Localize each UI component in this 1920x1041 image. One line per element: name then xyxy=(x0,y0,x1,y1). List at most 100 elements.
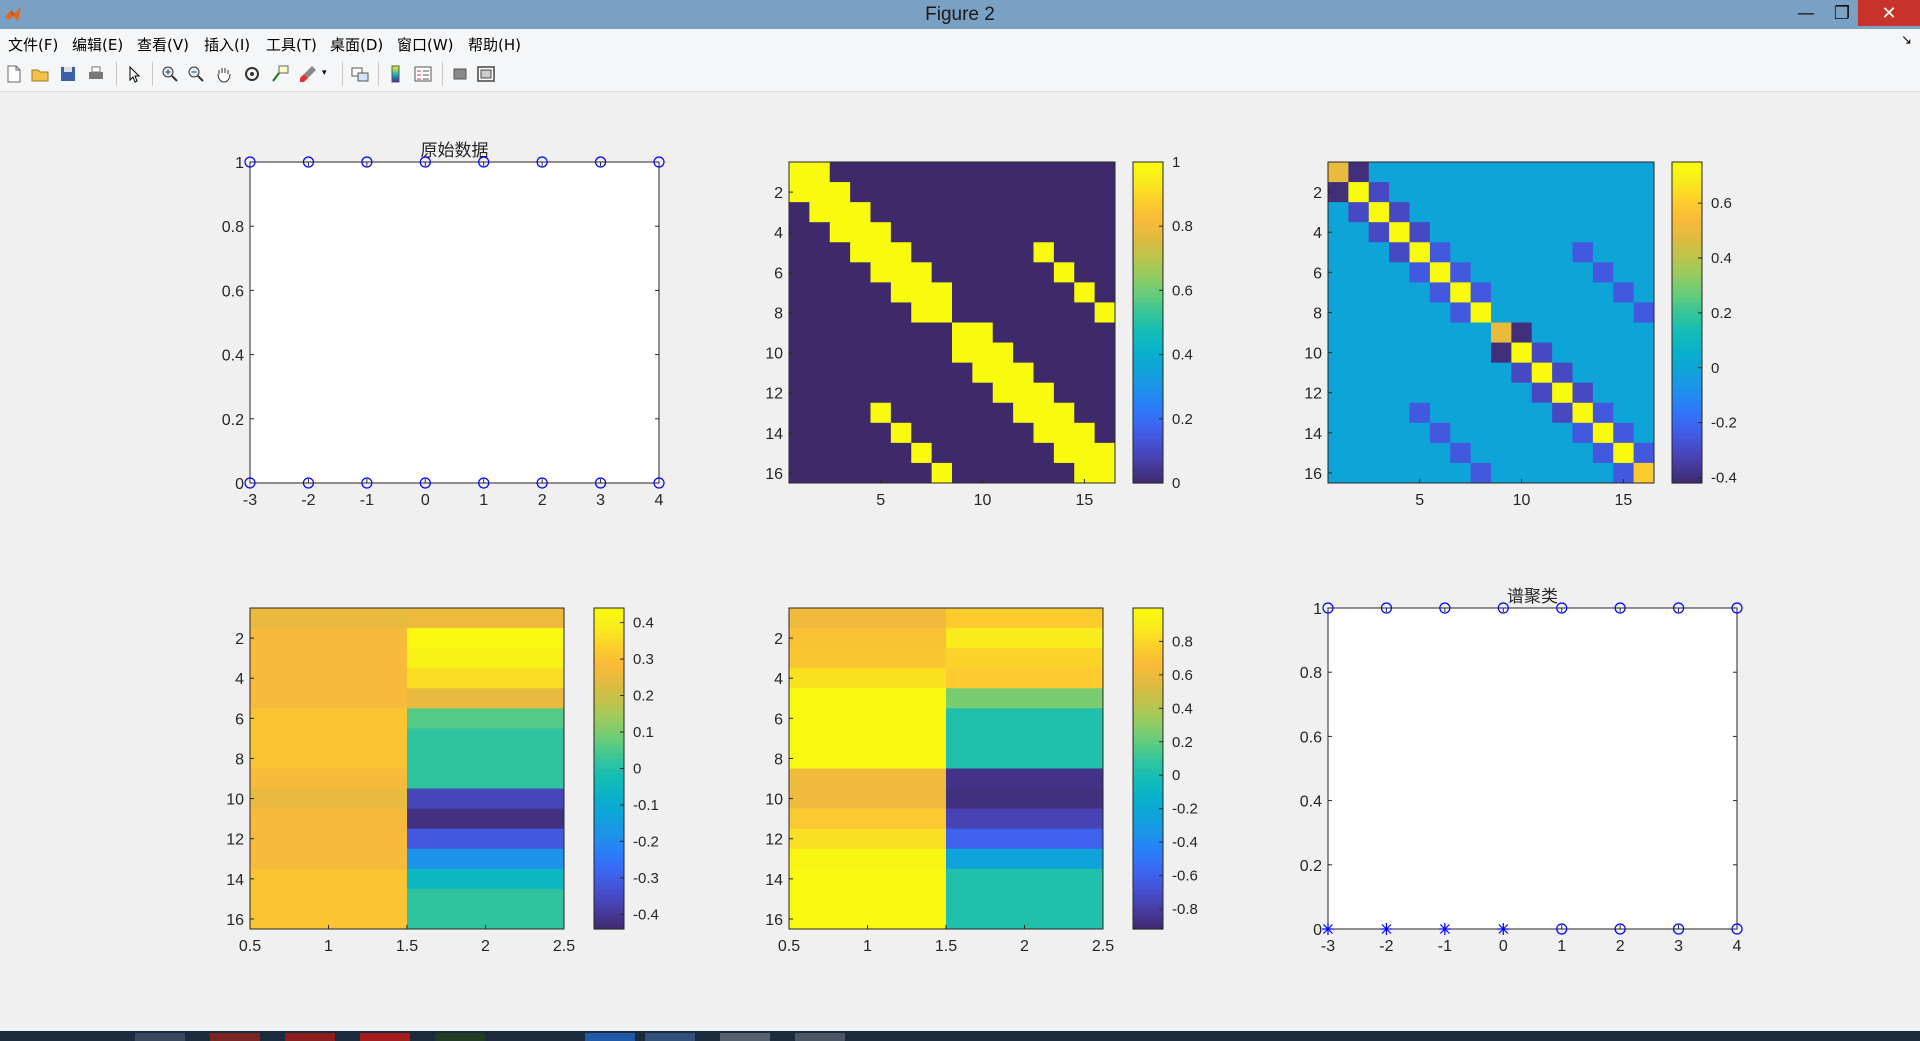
colorbar-segment xyxy=(1133,347,1163,354)
data-point-circle xyxy=(536,477,548,489)
colorbar-segment xyxy=(594,703,624,709)
data-point-star xyxy=(1497,923,1510,935)
legend-icon[interactable] xyxy=(413,64,433,84)
heatmap-cell xyxy=(1613,422,1635,444)
taskbar-item[interactable] xyxy=(360,1033,410,1041)
tick-label: 2 xyxy=(774,185,783,202)
taskbar-item[interactable] xyxy=(135,1033,185,1041)
colorbar-segment xyxy=(1133,743,1163,750)
heatmap-cell xyxy=(789,688,947,709)
heatmap-cell xyxy=(789,162,810,183)
tick-label: 4 xyxy=(235,671,244,688)
heatmap-cell xyxy=(850,242,871,263)
heatmap-cell xyxy=(250,848,408,870)
tick-label: -1 xyxy=(1438,938,1452,955)
colorbar-segment xyxy=(594,823,624,830)
heatmap-cell xyxy=(1572,342,1594,364)
data-point-star xyxy=(1380,923,1393,935)
colorbar-icon[interactable] xyxy=(386,64,406,84)
heatmap-cell xyxy=(829,262,851,283)
colorbar-segment xyxy=(594,648,624,654)
data-point-circle xyxy=(1672,923,1685,935)
data-point-circle xyxy=(653,156,665,168)
heatmap-cell xyxy=(1450,182,1472,203)
heatmap-cell xyxy=(946,608,1104,629)
brush-icon[interactable] xyxy=(298,64,318,84)
show-plot-tools-icon[interactable] xyxy=(476,64,496,84)
colorbar-segment xyxy=(1133,437,1163,444)
heatmap-cell xyxy=(1368,162,1390,183)
heatmap-cell xyxy=(1348,442,1370,464)
heatmap-cell xyxy=(1053,402,1075,424)
heatmap-cell xyxy=(1013,342,1034,364)
colorbar-segment xyxy=(1133,202,1163,208)
menu-desktop[interactable]: 桌面(D) xyxy=(330,36,384,54)
colorbar-segment xyxy=(1672,252,1702,258)
colorbar-segment xyxy=(1133,908,1163,915)
taskbar-item[interactable] xyxy=(795,1033,845,1041)
heatmap-cell xyxy=(789,302,810,323)
maximize-button[interactable]: ❐ xyxy=(1833,2,1851,24)
colorbar-tick-label: -0.4 xyxy=(633,906,659,923)
menu-tools[interactable]: 工具(T) xyxy=(266,36,317,54)
heatmap-cell xyxy=(890,382,912,404)
menu-edit[interactable]: 编辑(E) xyxy=(72,36,124,54)
heatmap-cell xyxy=(407,868,565,890)
taskbar-item[interactable] xyxy=(210,1033,260,1041)
colorbar-segment xyxy=(1133,703,1163,709)
hide-plot-tools-icon[interactable] xyxy=(450,64,470,84)
taskbar-item[interactable] xyxy=(585,1033,635,1041)
heatmap-cell xyxy=(1633,362,1655,384)
heatmap-cell xyxy=(1033,242,1055,263)
dock-arrow-icon[interactable]: ↘ xyxy=(1901,33,1912,48)
star-stroke xyxy=(1498,924,1509,934)
link-plot-icon[interactable] xyxy=(350,64,370,84)
rotate-3d-icon[interactable] xyxy=(242,64,262,84)
menu-insert[interactable]: 插入(I) xyxy=(204,36,251,54)
menu-help[interactable]: 帮助(H) xyxy=(468,36,521,54)
data-point-circle xyxy=(653,477,665,489)
heatmap-cell xyxy=(931,242,953,263)
heatmap-cell xyxy=(1613,302,1635,323)
heatmap-cell xyxy=(1013,162,1034,183)
zoom-out-icon[interactable] xyxy=(186,64,206,84)
heatmap-cell xyxy=(789,382,810,404)
colorbar-segment xyxy=(1133,252,1163,258)
brush-dropdown-icon[interactable]: ▾ xyxy=(322,68,327,78)
colorbar-segment xyxy=(1133,853,1163,860)
taskbar-item[interactable] xyxy=(645,1033,695,1041)
heatmap-cell xyxy=(1053,162,1075,183)
heatmap-cell xyxy=(931,322,953,344)
data-point-circle xyxy=(1672,602,1685,614)
open-file-icon[interactable] xyxy=(30,64,50,84)
pointer-icon[interactable] xyxy=(124,64,144,84)
heatmap-cell xyxy=(1491,342,1512,364)
zoom-in-icon[interactable] xyxy=(160,64,180,84)
heatmap-cell xyxy=(1450,322,1472,344)
taskbar-item[interactable] xyxy=(435,1033,485,1041)
heatmap-cell xyxy=(1033,362,1055,384)
data-cursor-icon[interactable] xyxy=(270,64,290,84)
print-icon[interactable] xyxy=(86,64,106,84)
pan-hand-icon[interactable] xyxy=(214,64,234,84)
menu-view[interactable]: 查看(V) xyxy=(137,36,189,54)
taskbar-item[interactable] xyxy=(285,1033,335,1041)
taskbar-item[interactable] xyxy=(720,1033,770,1041)
heatmap-cell xyxy=(1429,262,1451,283)
colorbar-segment xyxy=(1133,633,1163,639)
new-figure-icon[interactable] xyxy=(4,64,24,84)
minimize-button[interactable]: — xyxy=(1797,2,1815,24)
heatmap-cell xyxy=(1511,362,1533,384)
heatmap-cell xyxy=(972,322,994,344)
close-button[interactable]: ✕ xyxy=(1858,0,1920,26)
heatmap-cell xyxy=(1511,422,1533,444)
heatmap-cell xyxy=(1552,222,1573,243)
menu-window[interactable]: 窗口(W) xyxy=(397,36,454,54)
tick-label: 12 xyxy=(1304,386,1322,403)
save-icon[interactable] xyxy=(58,64,78,84)
heatmap-cell xyxy=(1328,282,1349,303)
heatmap-cell xyxy=(870,162,892,183)
menu-file[interactable]: 文件(F) xyxy=(8,36,59,54)
heatmap-cell xyxy=(1531,422,1553,444)
colorbar-tick-label: 0 xyxy=(1172,475,1180,492)
